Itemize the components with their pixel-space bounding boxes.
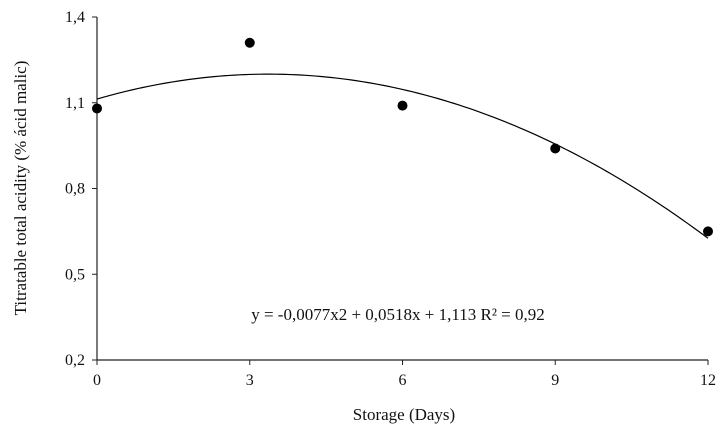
y-axis-title: Titratable total acidity (% ácid malic) — [11, 61, 30, 316]
y-tick-label: 1,1 — [65, 95, 85, 112]
trendline-equation: y = -0,0077x2 + 0,0518x + 1,113 R² = 0,9… — [251, 305, 545, 324]
data-point — [703, 226, 713, 237]
x-tick-label: 0 — [93, 372, 101, 389]
y-axis-ticks: 0,2 0,5 0,8 1,1 1,4 — [65, 9, 97, 369]
x-axis-ticks: 0 3 6 9 12 — [93, 360, 716, 389]
trendline — [96, 73, 709, 239]
x-axis-title: Storage (Days) — [353, 405, 455, 424]
y-tick-label: 0,8 — [65, 181, 85, 198]
x-tick-label: 3 — [246, 372, 254, 389]
x-tick-label: 9 — [551, 372, 559, 389]
data-point — [397, 100, 408, 111]
trendline-group — [96, 73, 709, 239]
data-point — [244, 37, 255, 48]
y-tick-label: 1,4 — [65, 9, 85, 26]
data-point — [550, 143, 561, 154]
x-tick-label: 12 — [700, 372, 716, 389]
data-point — [92, 103, 102, 114]
x-tick-label: 6 — [399, 372, 407, 389]
y-tick-label: 0,5 — [65, 266, 85, 283]
data-points — [92, 37, 713, 237]
y-tick-label: 0,2 — [65, 352, 85, 369]
